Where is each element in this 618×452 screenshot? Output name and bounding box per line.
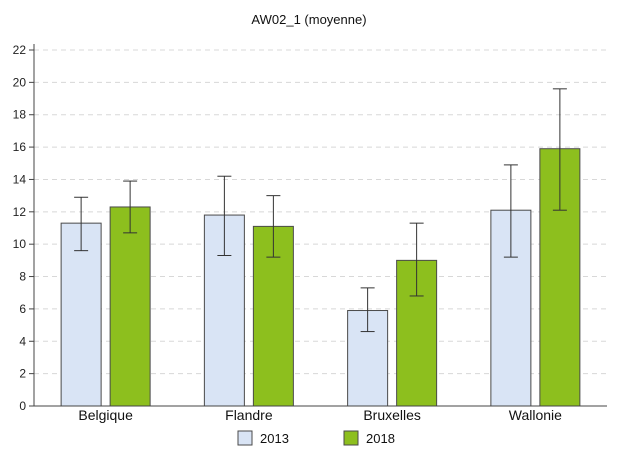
legend-swatch-2013 — [237, 430, 253, 446]
error-bars — [74, 88, 567, 333]
y-tick-label: 0 — [19, 399, 26, 413]
y-tick-label: 2 — [19, 367, 26, 381]
y-tick-label: 6 — [19, 302, 26, 316]
legend-label-2013: 2013 — [260, 431, 289, 446]
y-tick-label: 4 — [19, 334, 26, 348]
category-label: Belgique — [78, 407, 133, 423]
legend: 2013 2018 — [237, 430, 395, 446]
y-tick-label: 22 — [13, 43, 27, 57]
y-tick-label: 10 — [13, 237, 27, 251]
y-tick-label: 20 — [13, 75, 27, 89]
category-labels: Belgique Flandre Bruxelles Wallonie — [78, 407, 562, 423]
bar-2018-belgique — [109, 206, 151, 407]
legend-swatch-2018 — [343, 430, 359, 446]
y-tick-label: 14 — [13, 172, 27, 186]
category-label: Wallonie — [509, 407, 562, 423]
y-tick-label: 12 — [13, 205, 27, 219]
bars — [60, 148, 581, 407]
y-tick-label: 16 — [13, 140, 27, 154]
legend-label-2018: 2018 — [366, 431, 395, 446]
bar-2013-belgique — [60, 222, 102, 407]
y-tick-label: 18 — [13, 108, 27, 122]
category-label: Flandre — [225, 407, 273, 423]
y-tick-label: 8 — [19, 270, 26, 284]
y-tick-labels: 0 2 4 6 8 10 12 14 16 18 20 22 — [13, 43, 27, 413]
axes — [29, 44, 607, 407]
chart-title: AW02_1 (moyenne) — [251, 12, 366, 27]
category-label: Bruxelles — [363, 407, 421, 423]
bar-2018-bruxelles — [396, 259, 438, 407]
